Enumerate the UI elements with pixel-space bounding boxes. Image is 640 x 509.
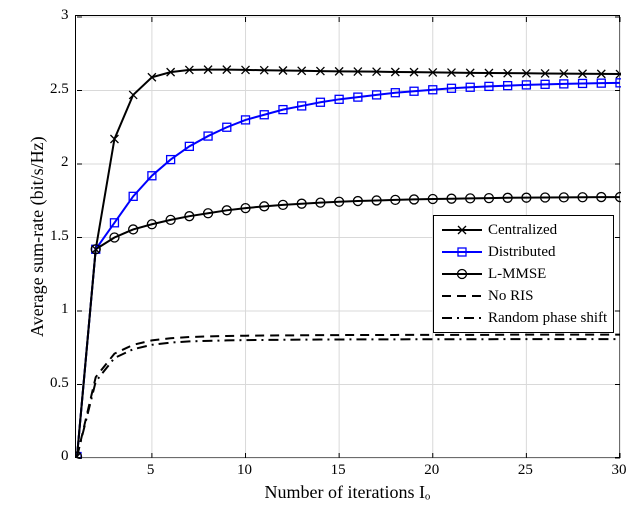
- x-tick-label: 30: [612, 462, 627, 479]
- legend-label: L-MMSE: [484, 266, 546, 283]
- legend-label: Distributed: [484, 244, 556, 261]
- legend-row: Centralized: [440, 219, 607, 241]
- legend-row: Random phase shift: [440, 307, 607, 329]
- legend-swatch-icon: [440, 219, 484, 241]
- x-tick-label: 20: [424, 462, 439, 479]
- legend-label: No RIS: [484, 288, 533, 305]
- x-tick-label: 25: [518, 462, 533, 479]
- y-tick-label: 2: [61, 154, 69, 171]
- legend-swatch-icon: [440, 307, 484, 329]
- legend-label: Centralized: [484, 222, 557, 239]
- legend-swatch-icon: [440, 241, 484, 263]
- x-axis-label: Number of iterations Iₒ: [265, 482, 431, 503]
- legend-row: Distributed: [440, 241, 607, 263]
- x-tick-label: 10: [237, 462, 252, 479]
- y-tick-label: 2.5: [50, 81, 69, 98]
- legend-row: No RIS: [440, 285, 607, 307]
- legend-swatch-icon: [440, 263, 484, 285]
- legend-row: L-MMSE: [440, 263, 607, 285]
- y-tick-label: 1.5: [50, 228, 69, 245]
- x-tick-label: 15: [331, 462, 346, 479]
- figure: Average sum-rate (bit/s/Hz) Number of it…: [0, 0, 640, 509]
- y-tick-label: 1: [61, 301, 69, 318]
- x-tick-label: 5: [147, 462, 155, 479]
- legend: Centralized Distributed L-MMSE No RIS Random…: [433, 215, 614, 333]
- y-tick-label: 0: [61, 448, 69, 465]
- legend-swatch-icon: [440, 285, 484, 307]
- legend-label: Random phase shift: [484, 310, 607, 327]
- y-tick-label: 0.5: [50, 375, 69, 392]
- y-tick-label: 3: [61, 7, 69, 24]
- y-axis-label: Average sum-rate (bit/s/Hz): [27, 136, 48, 337]
